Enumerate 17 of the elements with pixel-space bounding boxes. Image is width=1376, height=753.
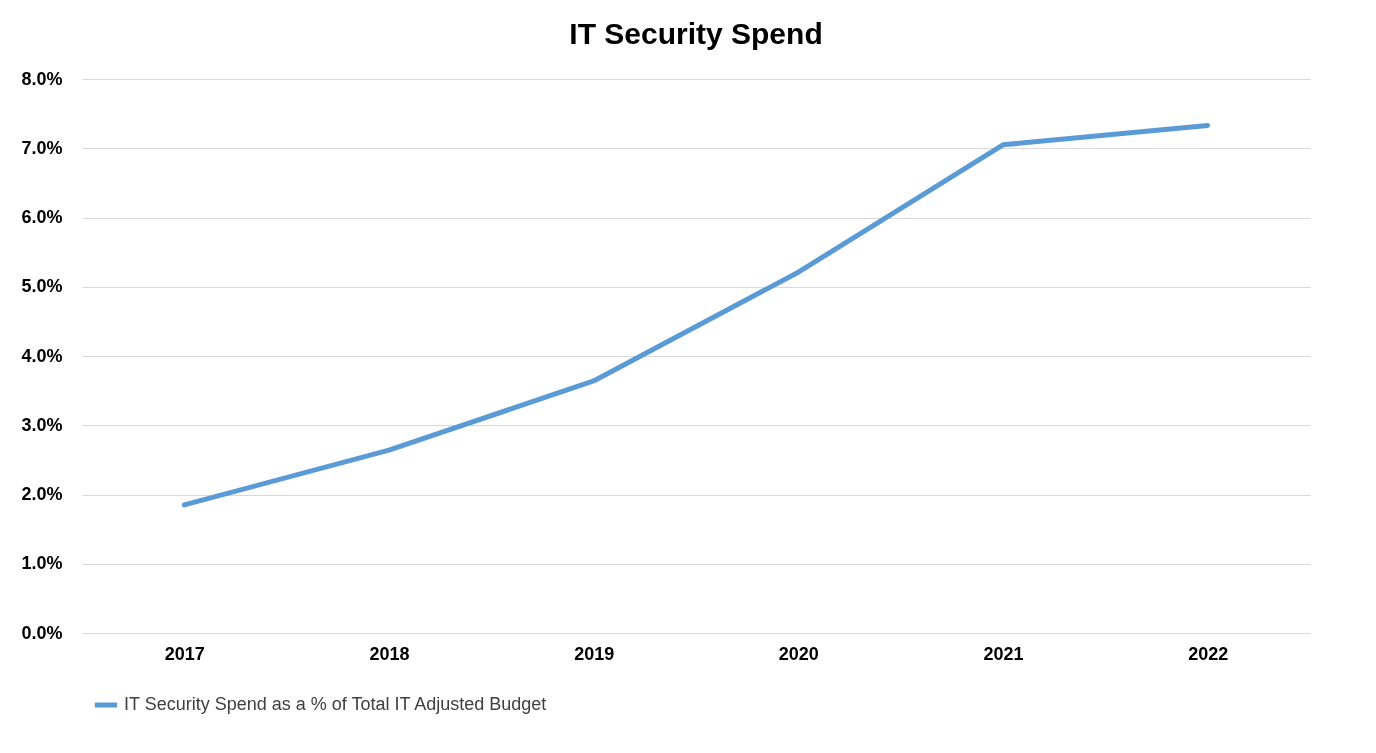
y-tick-label: 6.0% xyxy=(21,207,63,227)
x-tick-label: 2022 xyxy=(1188,643,1229,664)
x-tick-label: 2020 xyxy=(778,643,819,664)
y-tick-label: 0.0% xyxy=(21,622,63,643)
x-tick-label: 2017 xyxy=(164,643,205,664)
x-tick-label: 2018 xyxy=(369,643,410,664)
x-tick-label: 2019 xyxy=(574,643,615,664)
y-tick-label: 7.0% xyxy=(21,137,63,158)
y-tick-label: 5.0% xyxy=(21,276,63,297)
x-tick-label: 2021 xyxy=(983,643,1024,664)
legend-label: IT Security Spend as a % of Total IT Adjusted Budget xyxy=(124,694,547,714)
y-tick-label: 1.0% xyxy=(21,553,63,574)
y-tick-label: 8.0% xyxy=(21,68,63,89)
y-tick-label: 3.0% xyxy=(21,414,63,435)
y-tick-label: 2.0% xyxy=(21,484,63,504)
y-tick-label: 4.0% xyxy=(21,345,63,366)
chart-title: IT Security Spend xyxy=(569,17,823,50)
